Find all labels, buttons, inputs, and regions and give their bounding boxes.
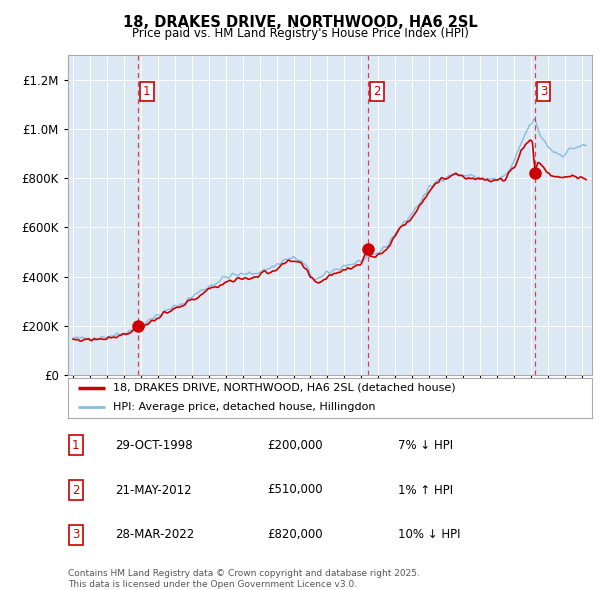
- Text: 10% ↓ HPI: 10% ↓ HPI: [398, 528, 461, 541]
- Text: 1% ↑ HPI: 1% ↑ HPI: [398, 483, 453, 497]
- Text: 29-OCT-1998: 29-OCT-1998: [115, 439, 193, 452]
- Text: £820,000: £820,000: [267, 528, 323, 541]
- Text: £510,000: £510,000: [267, 483, 323, 497]
- Text: 3: 3: [72, 528, 80, 541]
- Text: HPI: Average price, detached house, Hillingdon: HPI: Average price, detached house, Hill…: [113, 402, 375, 412]
- Text: 1: 1: [143, 86, 151, 99]
- Text: 21-MAY-2012: 21-MAY-2012: [115, 483, 192, 497]
- Text: 2: 2: [373, 86, 380, 99]
- Text: 1: 1: [72, 439, 80, 452]
- Text: 18, DRAKES DRIVE, NORTHWOOD, HA6 2SL (detached house): 18, DRAKES DRIVE, NORTHWOOD, HA6 2SL (de…: [113, 383, 455, 393]
- Text: 28-MAR-2022: 28-MAR-2022: [115, 528, 194, 541]
- Text: Contains HM Land Registry data © Crown copyright and database right 2025.
This d: Contains HM Land Registry data © Crown c…: [68, 569, 420, 589]
- Text: Price paid vs. HM Land Registry's House Price Index (HPI): Price paid vs. HM Land Registry's House …: [131, 27, 469, 40]
- Text: 2: 2: [72, 483, 80, 497]
- Text: 3: 3: [540, 86, 547, 99]
- Text: 18, DRAKES DRIVE, NORTHWOOD, HA6 2SL: 18, DRAKES DRIVE, NORTHWOOD, HA6 2SL: [122, 15, 478, 30]
- Text: 7% ↓ HPI: 7% ↓ HPI: [398, 439, 453, 452]
- Text: £200,000: £200,000: [267, 439, 323, 452]
